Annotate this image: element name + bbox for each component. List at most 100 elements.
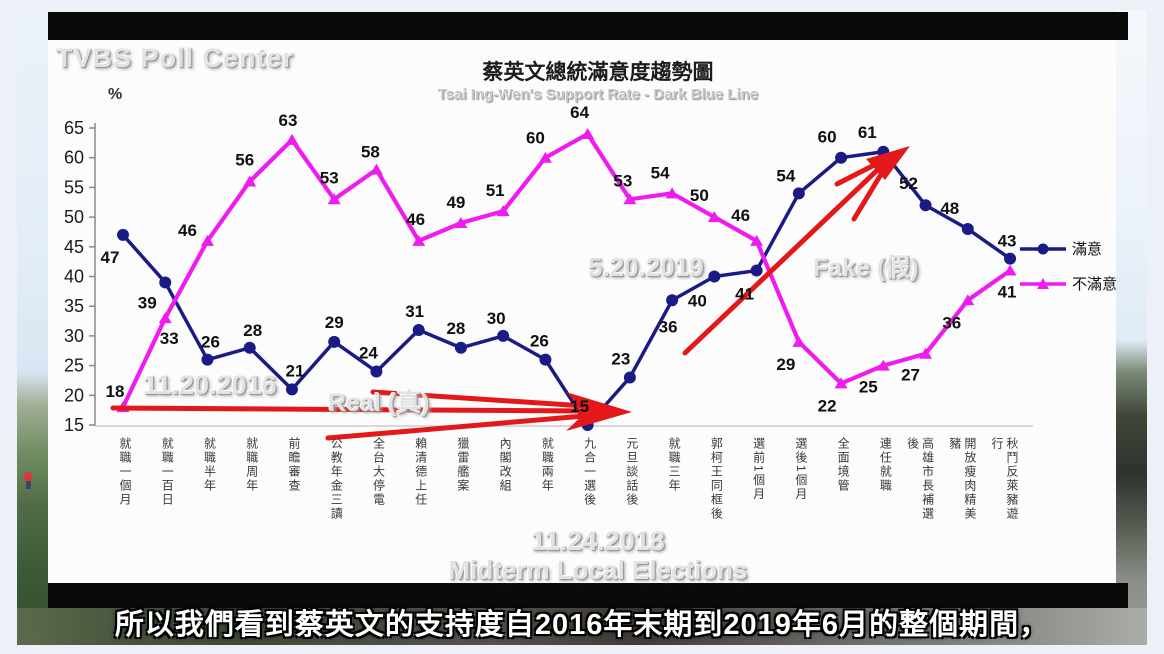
letterbox-bar-top	[48, 12, 1128, 40]
svg-text:50: 50	[690, 186, 709, 205]
legend-label: 不滿意	[1072, 276, 1118, 293]
letterbox-bar-bottom	[48, 583, 1128, 608]
svg-text:41: 41	[998, 283, 1017, 302]
svg-text:40: 40	[64, 267, 84, 287]
svg-text:60: 60	[526, 129, 545, 148]
svg-text:26: 26	[201, 333, 220, 352]
chart-title: 蔡英文總統滿意度趨勢圖	[482, 61, 714, 84]
legend-label: 滿意	[1072, 241, 1103, 258]
svg-text:48: 48	[940, 199, 959, 218]
video-subtitle-caption: 所以我們看到蔡英文的支持度自2016年末期到2019年6月的整個期間，	[114, 609, 1050, 641]
svg-text:54: 54	[776, 166, 795, 185]
svg-text:27: 27	[901, 366, 920, 385]
svg-text:30: 30	[487, 309, 506, 328]
x-label: 就職兩年	[540, 437, 555, 493]
value-labels-滿意: 47 39 26 28 21 29 24 31 28 30 26 15 23 36 40 41 54 60 61 52…	[101, 123, 1017, 416]
svg-text:60: 60	[818, 128, 837, 147]
watermark-date-start: 11.20.2016	[143, 370, 277, 400]
x-label: 高雄市長補選後	[905, 437, 935, 521]
x-label: 選前1個月	[751, 437, 766, 502]
watermark-election-caption: Midterm Local Elections	[448, 555, 748, 585]
svg-text:23: 23	[611, 349, 630, 368]
x-label: 全台大停電	[371, 437, 386, 507]
svg-text:18: 18	[106, 382, 125, 401]
svg-text:52: 52	[899, 174, 918, 193]
svg-text:54: 54	[651, 163, 670, 182]
background-video-left-strip	[17, 10, 48, 645]
svg-text:31: 31	[405, 302, 424, 321]
svg-text:53: 53	[613, 171, 632, 190]
svg-text:63: 63	[278, 111, 297, 130]
red-annotation-arrows	[110, 146, 910, 441]
svg-text:15: 15	[570, 397, 589, 416]
x-label: 就職周年	[244, 437, 259, 493]
svg-text:39: 39	[138, 293, 157, 312]
trend-line-chart: 65 60 55 50 45 40 35 30 25 20 15 47 39 26 28 21 29 24 31 28…	[64, 103, 1033, 441]
background-video-bottom-strip	[17, 608, 1147, 645]
poll-chart-panel: TVBS Poll Center 蔡英文總統滿意度趨勢圖 Tsai Ing-We…	[48, 40, 1117, 585]
svg-text:60: 60	[64, 148, 84, 168]
svg-text:53: 53	[320, 168, 339, 187]
svg-text:55: 55	[64, 177, 84, 197]
svg-text:26: 26	[530, 332, 549, 351]
y-axis-unit-label: %	[108, 86, 123, 103]
svg-text:46: 46	[406, 210, 425, 229]
axes: 65 60 55 50 45 40 35 30 25 20 15	[64, 118, 1033, 435]
svg-text:25: 25	[64, 356, 84, 376]
value-labels-不滿意: 18 33 46 56 63 53 58 46 49 51 60 64 53 54 50 46 29 22 25 27…	[106, 103, 1017, 415]
x-label: 就職一百日	[160, 437, 175, 507]
x-label: 全面境管	[836, 437, 851, 493]
x-label: 就職三年	[667, 437, 682, 493]
x-axis-category-labels: 就職一個月 就職一百日 就職半年 就職周年 前瞻審查 公教年金三讀 全台大停電 賴清德上任 獵雷…	[48, 437, 1116, 557]
svg-text:64: 64	[570, 103, 589, 122]
svg-text:29: 29	[776, 355, 795, 374]
watermark-fake-annotation: Fake (假)	[813, 254, 919, 282]
x-label: 九合一選後	[582, 437, 597, 507]
x-label: 公教年金三讀	[329, 437, 344, 521]
watermark-date-inauguration: 5.20.2019	[588, 252, 704, 282]
tvbs-poll-center-watermark: TVBS Poll Center	[56, 43, 295, 73]
x-label: 就職半年	[202, 437, 217, 493]
x-label: 連任就職	[878, 437, 893, 493]
svg-text:47: 47	[101, 248, 120, 267]
x-label: 賴清德上任	[413, 437, 428, 507]
svg-text:58: 58	[361, 143, 380, 162]
svg-text:56: 56	[235, 150, 254, 169]
svg-text:36: 36	[659, 317, 678, 336]
svg-text:40: 40	[688, 292, 707, 311]
svg-text:21: 21	[285, 361, 304, 380]
svg-text:46: 46	[178, 221, 197, 240]
svg-text:29: 29	[325, 313, 344, 332]
x-label: 郭柯王同框後	[709, 437, 724, 521]
x-label: 秋鬥反萊豬遊行	[990, 437, 1020, 521]
x-label: 元旦談話後	[624, 437, 639, 507]
svg-text:22: 22	[818, 396, 837, 415]
svg-text:30: 30	[64, 326, 84, 346]
watermark-real-annotation: Real (真)	[328, 389, 430, 417]
legend-item: 滿意	[1020, 238, 1117, 259]
svg-text:51: 51	[486, 181, 505, 200]
svg-text:49: 49	[446, 193, 465, 212]
svg-text:28: 28	[446, 319, 465, 338]
chart-subtitle-en: Tsai Ing-Wen's Support Rate - Dark Blue …	[437, 86, 759, 103]
triangle-marker-swatch	[1020, 277, 1066, 289]
x-label: 就職一個月	[118, 437, 132, 507]
person-legs	[26, 481, 31, 489]
svg-text:43: 43	[998, 232, 1017, 251]
svg-text:35: 35	[64, 296, 84, 316]
legend-item: 不滿意	[1020, 273, 1117, 294]
x-label: 獵雷艦案	[455, 437, 470, 493]
svg-text:24: 24	[359, 344, 378, 363]
x-label: 開放瘦肉精美豬	[947, 437, 977, 521]
x-label: 內閣改組	[498, 437, 513, 493]
svg-text:25: 25	[859, 378, 878, 397]
svg-text:46: 46	[731, 206, 750, 225]
background-video-right-strip	[1116, 10, 1147, 645]
person-in-red	[24, 472, 32, 481]
svg-text:65: 65	[64, 118, 84, 138]
svg-text:45: 45	[64, 237, 84, 257]
svg-text:61: 61	[858, 123, 877, 142]
x-label: 選後1個月	[793, 437, 808, 502]
circle-marker-swatch	[1020, 243, 1066, 254]
